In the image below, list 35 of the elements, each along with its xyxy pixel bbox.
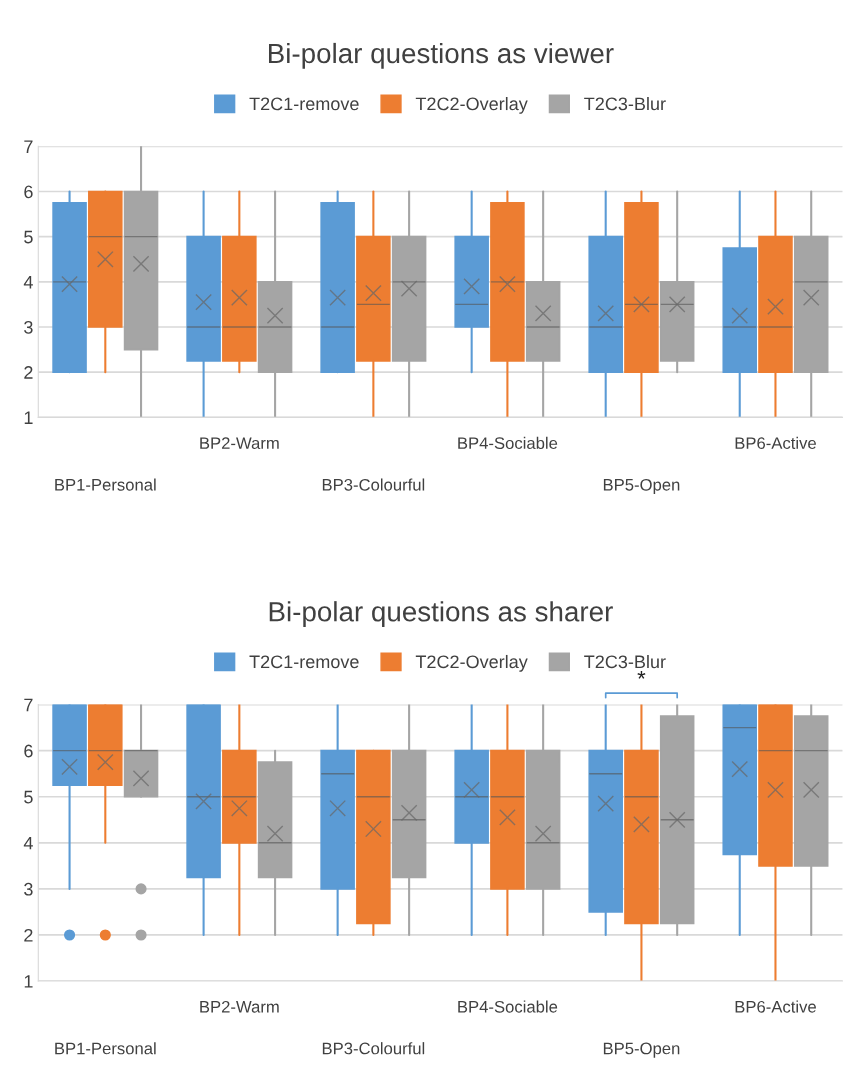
legend-label: T2C2-Overlay: [415, 654, 528, 672]
chart-title: Bi-polar questions as sharer: [269, 601, 613, 628]
legend-label: T2C1-remove: [249, 97, 359, 111]
y-tick-label: 5: [24, 790, 33, 804]
y-tick-label: 3: [24, 320, 33, 334]
x-tick-label: BP2-Warm: [200, 437, 279, 450]
x-tick-label: BP3-Colourful: [322, 478, 425, 491]
annotation: *: [637, 670, 646, 679]
x-tick-label: BP5-Open: [603, 1042, 680, 1058]
y-tick-label: 2: [24, 366, 33, 379]
x-tick-label: BP4-Sociable: [458, 1000, 558, 1013]
y-tick-label: 1: [24, 975, 33, 988]
y-tick-label: 4: [23, 836, 33, 850]
legend-label: T2C2-Overlay: [415, 97, 528, 114]
y-tick-label: 1: [24, 411, 33, 424]
y-tick-label: 6: [24, 185, 33, 199]
x-tick-label: BP1-Personal: [55, 1042, 156, 1055]
legend-label: T2C3-Blur: [584, 97, 666, 111]
y-tick-label: 6: [24, 744, 33, 758]
y-tick-label: 4: [23, 275, 33, 289]
x-tick-label: BP2-Warm: [200, 1000, 279, 1013]
chart-title: Bi-polar questions as viewer: [268, 42, 614, 69]
x-tick-label: BP4-Sociable: [458, 436, 558, 450]
legend-label: T2C3-Blur: [584, 654, 666, 669]
y-tick-label: 7: [24, 140, 33, 153]
x-tick-label: BP1-Personal: [55, 478, 156, 491]
y-tick-label: 7: [24, 698, 33, 712]
legend-label: T2C1-remove: [249, 655, 359, 669]
x-tick-label: BP5-Open: [603, 478, 680, 494]
y-tick-label: 3: [24, 882, 33, 896]
x-tick-label: BP3-Colourful: [322, 1042, 425, 1055]
y-tick-label: 2: [24, 928, 33, 942]
y-tick-label: 5: [24, 230, 33, 244]
x-tick-label: BP6-Active: [735, 1000, 816, 1013]
x-tick-label: BP6-Active: [735, 436, 816, 450]
